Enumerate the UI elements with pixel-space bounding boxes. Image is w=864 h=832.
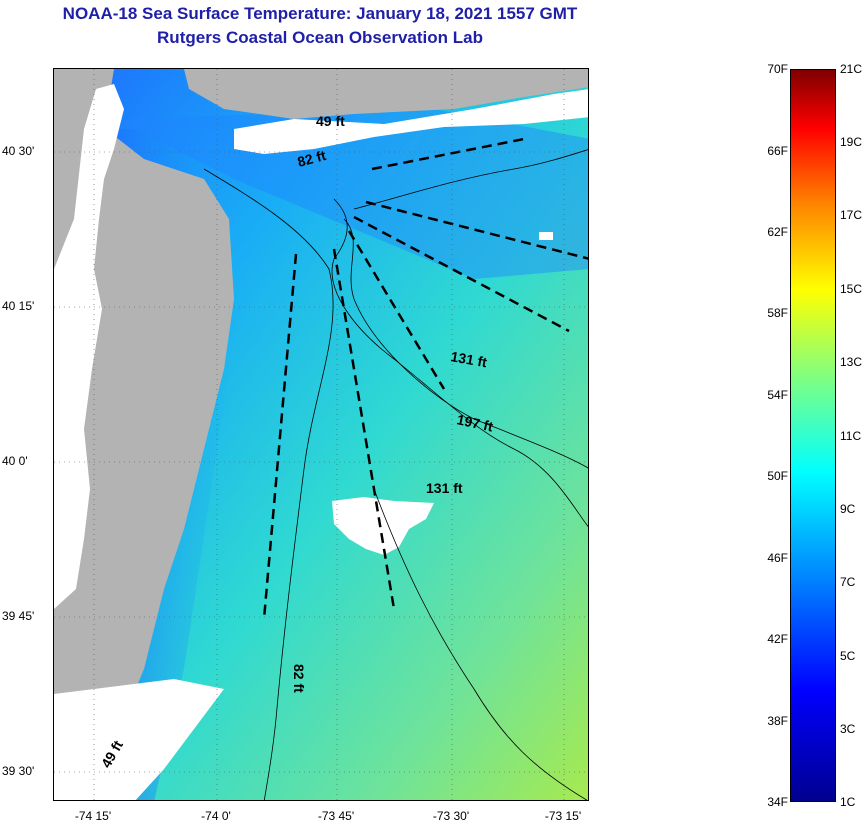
colorbar-f-46: 46F: [767, 551, 788, 565]
colorbar-c-13: 13C: [840, 355, 863, 369]
depth-label-131ft-center: 131 ft: [426, 480, 463, 496]
chart-subtitle: Rutgers Coastal Ocean Observation Lab: [157, 28, 483, 47]
colorbar-f-66: 66F: [767, 144, 788, 158]
transect-5: [332, 248, 396, 610]
cloud-patch-east: [539, 232, 553, 240]
lon-label-74-15: -74 15': [74, 809, 112, 823]
colorbar-c-19: 19C: [840, 135, 863, 149]
map-graphic: 49 ft 82 ft 131 ft 197 ft 131 ft 82 ft 4…: [54, 69, 588, 800]
colorbar-c-15: 15C: [840, 282, 863, 296]
land-long-island: [184, 69, 588, 119]
contour-hudson-canyon: [353, 149, 588, 210]
colorbar-f-50: 50F: [767, 469, 788, 483]
colorbar-f-54: 54F: [767, 388, 788, 402]
lon-label-73-15: -73 15': [544, 809, 582, 823]
colorbar-c-17: 17C: [840, 208, 863, 222]
colorbar-c-9: 9C: [840, 502, 856, 516]
lat-label-40-30: 40 30': [2, 144, 35, 158]
lat-label-40-0: 40 0': [2, 454, 28, 468]
cloud-center: [332, 497, 434, 555]
colorbar-c-21: 21C: [840, 62, 863, 76]
chart-title: NOAA-18 Sea Surface Temperature: January…: [62, 4, 578, 23]
colorbar-f-42: 42F: [767, 632, 788, 646]
depth-label-197ft: 197 ft: [455, 411, 494, 434]
lat-label-39-45: 39 45': [2, 609, 35, 623]
contour-shelf-south: [373, 488, 588, 800]
colorbar-c-3: 3C: [840, 722, 856, 736]
colorbar-c-11: 11C: [840, 429, 862, 443]
bight-cold-water: [114, 109, 588, 279]
cloud-south: [54, 679, 224, 800]
contour-82ft: [203, 168, 334, 800]
colorbar-f-62: 62F: [767, 225, 788, 239]
contour-197ft: [343, 218, 588, 469]
transect-2: [365, 200, 588, 260]
lat-label-39-30: 39 30': [2, 764, 35, 778]
lat-label-40-15: 40 15': [2, 299, 35, 313]
colorbar-f-38: 38F: [767, 714, 788, 728]
depth-label-131ft-east: 131 ft: [449, 348, 488, 370]
temperature-colorbar: [790, 69, 836, 802]
lon-label-74-0: -74 0': [201, 809, 231, 823]
depth-label-82ft-north: 82 ft: [296, 147, 328, 170]
transect-6: [262, 253, 298, 620]
colorbar-c-5: 5C: [840, 649, 856, 663]
cloud-north: [234, 89, 588, 154]
transect-3: [353, 215, 570, 333]
lon-grid: [93, 69, 565, 800]
colorbar-c-1: 1C: [840, 795, 856, 809]
colorbar-f-70: 70F: [767, 62, 788, 76]
depth-label-49ft-north: 49 ft: [316, 113, 345, 129]
colorbar-c-7: 7C: [840, 575, 856, 589]
sst-map: 49 ft 82 ft 131 ft 197 ft 131 ft 82 ft 4…: [53, 68, 589, 801]
lon-label-73-45: -73 45': [317, 809, 355, 823]
cloud-coast: [54, 84, 124, 609]
depth-label-82ft-south: 82 ft: [291, 664, 307, 693]
colorbar-f-34: 34F: [767, 795, 788, 809]
transect-1: [371, 137, 525, 171]
transect-4: [347, 230, 446, 390]
colorbar-f-58: 58F: [767, 306, 788, 320]
lon-label-73-30: -73 30': [432, 809, 470, 823]
